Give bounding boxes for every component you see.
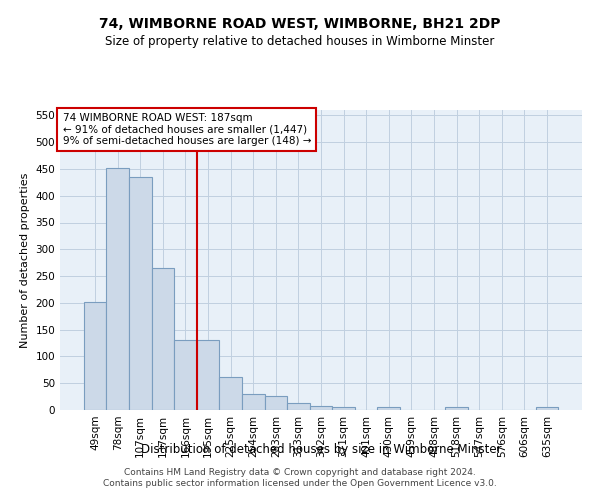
Bar bbox=[310, 406, 332, 410]
Bar bbox=[287, 403, 310, 410]
Bar bbox=[536, 408, 558, 410]
Bar bbox=[152, 268, 174, 410]
Bar bbox=[265, 396, 287, 410]
Bar bbox=[332, 408, 355, 410]
Text: Contains HM Land Registry data © Crown copyright and database right 2024.
Contai: Contains HM Land Registry data © Crown c… bbox=[103, 468, 497, 487]
Text: Size of property relative to detached houses in Wimborne Minster: Size of property relative to detached ho… bbox=[106, 35, 494, 48]
Bar bbox=[174, 340, 197, 410]
Bar bbox=[445, 408, 468, 410]
Y-axis label: Number of detached properties: Number of detached properties bbox=[20, 172, 30, 348]
Text: 74 WIMBORNE ROAD WEST: 187sqm
← 91% of detached houses are smaller (1,447)
9% of: 74 WIMBORNE ROAD WEST: 187sqm ← 91% of d… bbox=[62, 113, 311, 146]
Text: 74, WIMBORNE ROAD WEST, WIMBORNE, BH21 2DP: 74, WIMBORNE ROAD WEST, WIMBORNE, BH21 2… bbox=[99, 18, 501, 32]
Bar bbox=[197, 340, 220, 410]
Bar bbox=[242, 394, 265, 410]
Bar bbox=[377, 408, 400, 410]
Bar bbox=[84, 302, 106, 410]
Text: Distribution of detached houses by size in Wimborne Minster: Distribution of detached houses by size … bbox=[140, 442, 502, 456]
Bar bbox=[129, 177, 152, 410]
Bar bbox=[220, 377, 242, 410]
Bar bbox=[106, 168, 129, 410]
